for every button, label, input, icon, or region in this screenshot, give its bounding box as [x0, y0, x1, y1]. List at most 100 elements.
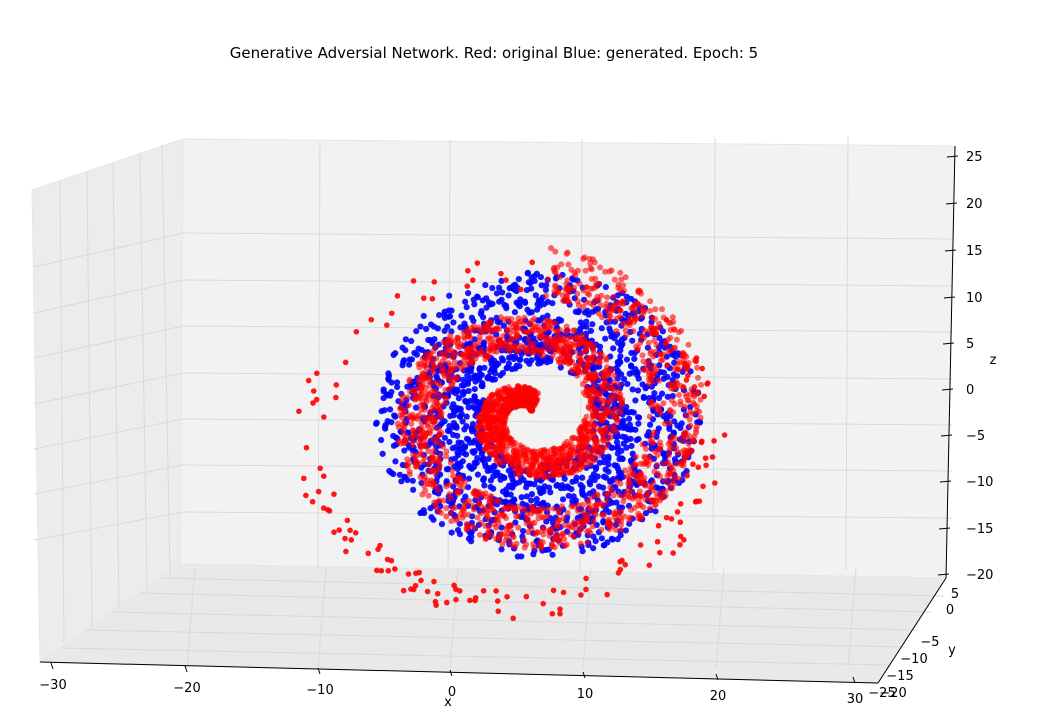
grid-line-floor-x: [847, 567, 857, 669]
red-outlier-point: [420, 295, 427, 301]
red-point: [418, 420, 425, 427]
red-point: [441, 400, 448, 407]
red-outlier-point: [342, 535, 348, 542]
blue-point: [623, 444, 630, 451]
red-outlier-point: [348, 537, 355, 543]
y-axis-line: [877, 577, 947, 684]
blue-point: [409, 477, 416, 484]
blue-point: [677, 424, 684, 432]
red-outlier-point: [400, 587, 407, 594]
red-outlier-point: [418, 577, 424, 584]
red-point: [604, 294, 611, 301]
grid-line-z-left: [33, 232, 184, 268]
red-point: [409, 427, 416, 434]
red-point: [579, 434, 586, 441]
red-outlier-point: [619, 298, 626, 305]
red-point: [617, 391, 624, 398]
red-point: [609, 366, 616, 373]
red-outlier-point: [465, 267, 471, 274]
red-outlier-point: [691, 384, 698, 390]
red-outlier-point: [375, 546, 381, 553]
blue-point: [476, 370, 484, 377]
red-point: [569, 358, 576, 365]
red-outlier-point: [703, 462, 709, 469]
red-point: [482, 399, 489, 406]
blue-point: [615, 361, 622, 368]
red-outlier-point: [480, 587, 487, 594]
red-outlier-point: [444, 599, 450, 606]
red-point: [581, 254, 588, 261]
red-point: [654, 452, 661, 459]
blue-point: [498, 546, 505, 553]
red-point: [619, 400, 626, 407]
blue-point: [626, 415, 633, 422]
red-point: [465, 511, 472, 518]
red-point: [550, 266, 557, 273]
red-point: [574, 448, 581, 455]
blue-point: [420, 312, 427, 320]
red-point: [475, 324, 482, 331]
red-point: [598, 375, 605, 382]
blue-point: [612, 433, 619, 440]
red-outlier-point: [343, 548, 349, 555]
blue-point: [537, 274, 544, 281]
red-point: [535, 515, 542, 522]
y-tick-label: 0: [946, 603, 954, 618]
red-point: [588, 374, 595, 381]
blue-point: [557, 317, 565, 324]
red-point: [650, 370, 657, 377]
red-point: [481, 406, 488, 413]
red-point: [652, 315, 659, 322]
red-point: [662, 477, 669, 484]
red-outlier-point: [469, 277, 476, 283]
red-point: [477, 411, 484, 418]
red-point: [650, 479, 657, 486]
x-tick-mark: [449, 669, 453, 677]
red-point: [601, 397, 608, 404]
red-outlier-point: [301, 475, 307, 482]
red-point: [637, 460, 644, 467]
red-point: [446, 481, 453, 488]
blue-point: [608, 444, 616, 451]
blue-point: [479, 456, 486, 463]
red-point: [617, 287, 624, 294]
red-point: [471, 342, 478, 349]
red-outlier-point: [472, 594, 479, 601]
red-outlier-point: [317, 465, 323, 472]
red-point: [488, 444, 495, 451]
red-point: [531, 519, 538, 526]
red-point: [502, 504, 509, 511]
red-point: [558, 347, 565, 354]
red-point: [515, 348, 522, 355]
red-point: [470, 326, 477, 333]
x-tick-label: −20: [173, 681, 200, 696]
red-point: [435, 507, 442, 514]
scatter-points: [296, 245, 728, 622]
red-point: [498, 531, 505, 538]
red-outlier-point: [331, 529, 337, 536]
red-point: [440, 497, 447, 504]
red-point: [613, 328, 620, 335]
z-tick-label: 20: [966, 197, 983, 212]
red-point: [519, 506, 526, 513]
red-outlier-point: [424, 588, 431, 595]
blue-point: [537, 489, 544, 497]
blue-point: [633, 436, 640, 444]
red-point: [461, 333, 468, 340]
blue-point: [584, 307, 591, 315]
blue-point: [498, 524, 505, 531]
blue-point: [511, 281, 519, 288]
red-outlier-point: [557, 606, 563, 612]
red-outlier-point: [464, 283, 471, 289]
blue-point: [589, 321, 596, 328]
blue-point: [441, 434, 448, 441]
blue-point: [527, 480, 534, 487]
red-point: [431, 387, 438, 394]
blue-point: [468, 533, 475, 540]
red-point: [511, 505, 518, 512]
blue-point: [623, 356, 631, 363]
red-point: [458, 361, 465, 368]
grid-line-x: [712, 137, 716, 571]
blue-point: [525, 279, 532, 286]
